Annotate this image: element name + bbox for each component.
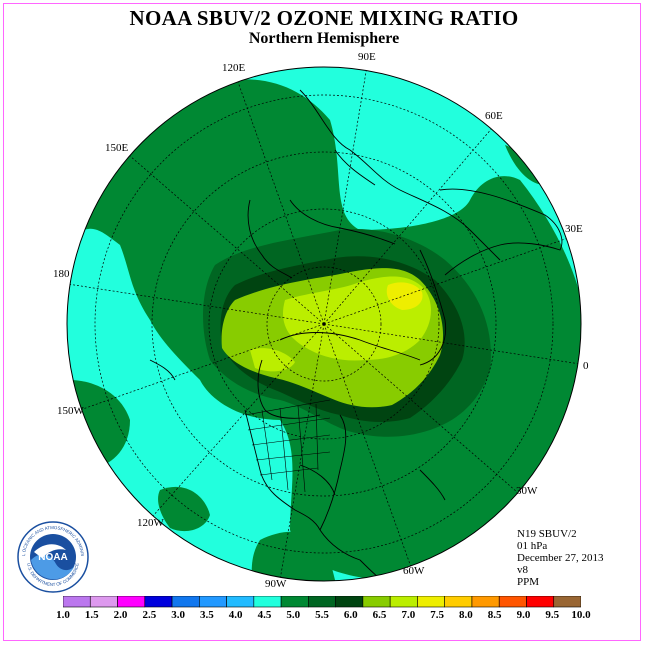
lon-label-120w: 120W xyxy=(137,517,164,529)
noaa-logo: NOAA NATIONAL OCEANIC AND ATMOSPHERIC AD… xyxy=(16,520,89,593)
figure-title: NOAA SBUV/2 OZONE MIXING RATIO xyxy=(129,6,519,30)
colorbar-swatch-3 xyxy=(144,596,173,608)
info-satellite: N19 SBUV/2 xyxy=(517,528,577,540)
colorbar-tick-label: 9.5 xyxy=(545,609,560,621)
lon-label-120e: 120E xyxy=(222,62,246,74)
colorbar-tick-label: 4.0 xyxy=(228,609,243,621)
colorbar-tick-label: 8.5 xyxy=(487,609,502,621)
ozone-band-7-5 xyxy=(386,282,423,310)
colorbar-tick-label: 1.5 xyxy=(84,609,99,621)
lon-label-60e: 60E xyxy=(485,110,503,122)
ozone-band-5-0-south xyxy=(158,486,210,532)
colorbar-tick-label: 7.5 xyxy=(430,609,444,621)
colorbar-tick-label: 9.0 xyxy=(516,609,531,621)
lon-label-30w: 30W xyxy=(516,485,538,497)
graticule xyxy=(67,67,581,581)
colorbar-swatch-4 xyxy=(171,596,200,608)
lon-label-180: 180 xyxy=(53,268,70,280)
lon-label-150e: 150E xyxy=(105,142,129,154)
colorbar-tick-label: 6.0 xyxy=(343,609,358,621)
colorbar-swatch-14 xyxy=(444,596,473,608)
ozone-band-5-0-sw xyxy=(251,531,340,581)
lon-label-90e: 90E xyxy=(358,51,376,63)
colorbar-swatch-6 xyxy=(226,596,255,608)
figure-frame xyxy=(3,3,641,641)
colorbar-tick-label: 3.0 xyxy=(171,609,185,621)
colorbar xyxy=(63,596,581,608)
lon-label-30e: 30E xyxy=(565,223,583,235)
colorbar-tick-label: 2.0 xyxy=(113,609,128,621)
coastlines xyxy=(149,89,563,581)
figure-subtitle: Northern Hemisphere xyxy=(248,30,400,47)
colorbar-swatch-1 xyxy=(89,596,118,608)
colorbar-swatch-12 xyxy=(389,596,418,608)
colorbar-swatch-18 xyxy=(553,596,581,608)
colorbar-swatch-0 xyxy=(63,596,91,608)
colorbar-tick-label: 4.5 xyxy=(257,609,272,621)
colorbar-swatch-9 xyxy=(308,596,336,608)
colorbar-swatch-13 xyxy=(417,596,445,608)
us-state-borders xyxy=(244,399,331,493)
ozone-band-7-0-south xyxy=(250,348,295,372)
colorbar-swatch-7 xyxy=(253,596,282,608)
lon-label-0: 0 xyxy=(583,360,589,372)
colorbar-swatch-5 xyxy=(199,596,227,608)
logo-text: NOAA xyxy=(38,552,67,563)
map-outline xyxy=(66,66,582,582)
colorbar-tick-label: 5.0 xyxy=(286,609,301,621)
colorbar-swatch-15 xyxy=(471,596,500,608)
colorbar-tick-label: 2.5 xyxy=(142,609,157,621)
colorbar-swatch-16 xyxy=(498,596,527,608)
colorbar-swatch-17 xyxy=(526,596,555,608)
info-version: v8 xyxy=(517,564,528,576)
info-pressure: 01 hPa xyxy=(517,540,548,552)
colorbar-tick-label: 8.0 xyxy=(459,609,473,621)
colorbar-tick-label: 3.5 xyxy=(200,609,214,621)
lon-label-150w: 150W xyxy=(57,405,84,417)
colorbar-swatch-11 xyxy=(362,596,391,608)
lon-label-60w: 60W xyxy=(403,565,425,577)
colorbar-tick-label: 10.0 xyxy=(571,609,591,621)
colorbar-swatch-10 xyxy=(335,596,364,608)
info-date: December 27, 2013 xyxy=(517,552,604,564)
lon-label-90w: 90W xyxy=(265,578,287,590)
colorbar-swatch-8 xyxy=(280,596,309,608)
colorbar-swatch-2 xyxy=(117,596,146,608)
colorbar-tick-label: 1.0 xyxy=(56,609,70,621)
info-units: PPM xyxy=(517,576,540,588)
colorbar-tick-label: 5.5 xyxy=(315,609,329,621)
colorbar-tick-label: 7.0 xyxy=(401,609,416,621)
colorbar-tick-label: 6.5 xyxy=(372,609,387,621)
